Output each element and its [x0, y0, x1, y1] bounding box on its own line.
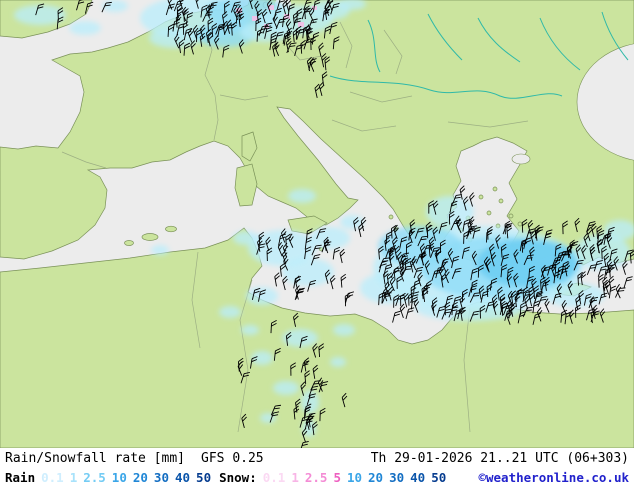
rain-scale-value: 20 — [132, 470, 148, 485]
rain-scale-value: 1 — [69, 470, 78, 485]
legend-scale-row: Rain 0.1 1 2.5 10 20 30 40 50 Snow: 0.1 1 2.5 5 10 2… — [5, 468, 629, 488]
rain-scale-value: 0.1 — [41, 470, 64, 485]
snow-scale-value: 20 — [368, 470, 384, 485]
snow-scale-values: 0.1 1 2.5 5 10 20 30 40 50 — [263, 468, 453, 488]
rivers-layer — [329, 11, 629, 99]
island-sardinia — [234, 163, 258, 207]
rain-scale-value: 30 — [153, 470, 169, 485]
snow-scale-value: 50 — [431, 470, 447, 485]
valid-datetime: Th 29-01-2026 21..21 UTC (06+303) — [370, 451, 629, 466]
rain-scale-label: Rain — [5, 470, 36, 485]
rain-scale-value: 50 — [196, 470, 212, 485]
weather-map — [0, 0, 634, 448]
copyright-link[interactable]: ©weatheronline.co.uk — [478, 470, 629, 485]
rain-scale-value: 10 — [111, 470, 127, 485]
island-sicily — [287, 215, 328, 235]
map-title: Rain/Snowfall rate [mm] — [5, 451, 186, 466]
snow-scale-value: 40 — [410, 470, 426, 485]
rain-scale-value: 2.5 — [83, 470, 106, 485]
rain-scale-values: 0.1 1 2.5 10 20 30 40 50 — [41, 468, 217, 488]
rain-scale-value: 40 — [174, 470, 191, 485]
snow-scale-value: 30 — [389, 470, 405, 485]
model-name: GFS 0.25 — [201, 451, 264, 466]
black-sea — [576, 43, 634, 161]
snow-scale-value: 10 — [346, 470, 363, 485]
sea-of-marmara — [511, 153, 531, 165]
legend-title-row: Rain/Snowfall rate [mm] GFS 0.25 Th 29-01… — [5, 449, 629, 468]
island-corsica — [241, 131, 258, 162]
snow-scale-value: 2.5 — [304, 470, 328, 485]
borders-layer — [61, 21, 529, 433]
snow-scale-value: 5 — [333, 470, 341, 485]
snow-scale-value: 0.1 — [262, 470, 286, 485]
snow-scale-label: Snow: — [219, 470, 257, 485]
snow-scale-value: 1 — [291, 470, 299, 485]
islands-balearic — [124, 225, 177, 246]
legend-bar: Rain/Snowfall rate [mm] GFS 0.25 Th 29-01… — [0, 448, 634, 490]
title-group: Rain/Snowfall rate [mm] GFS 0.25 — [5, 449, 264, 468]
